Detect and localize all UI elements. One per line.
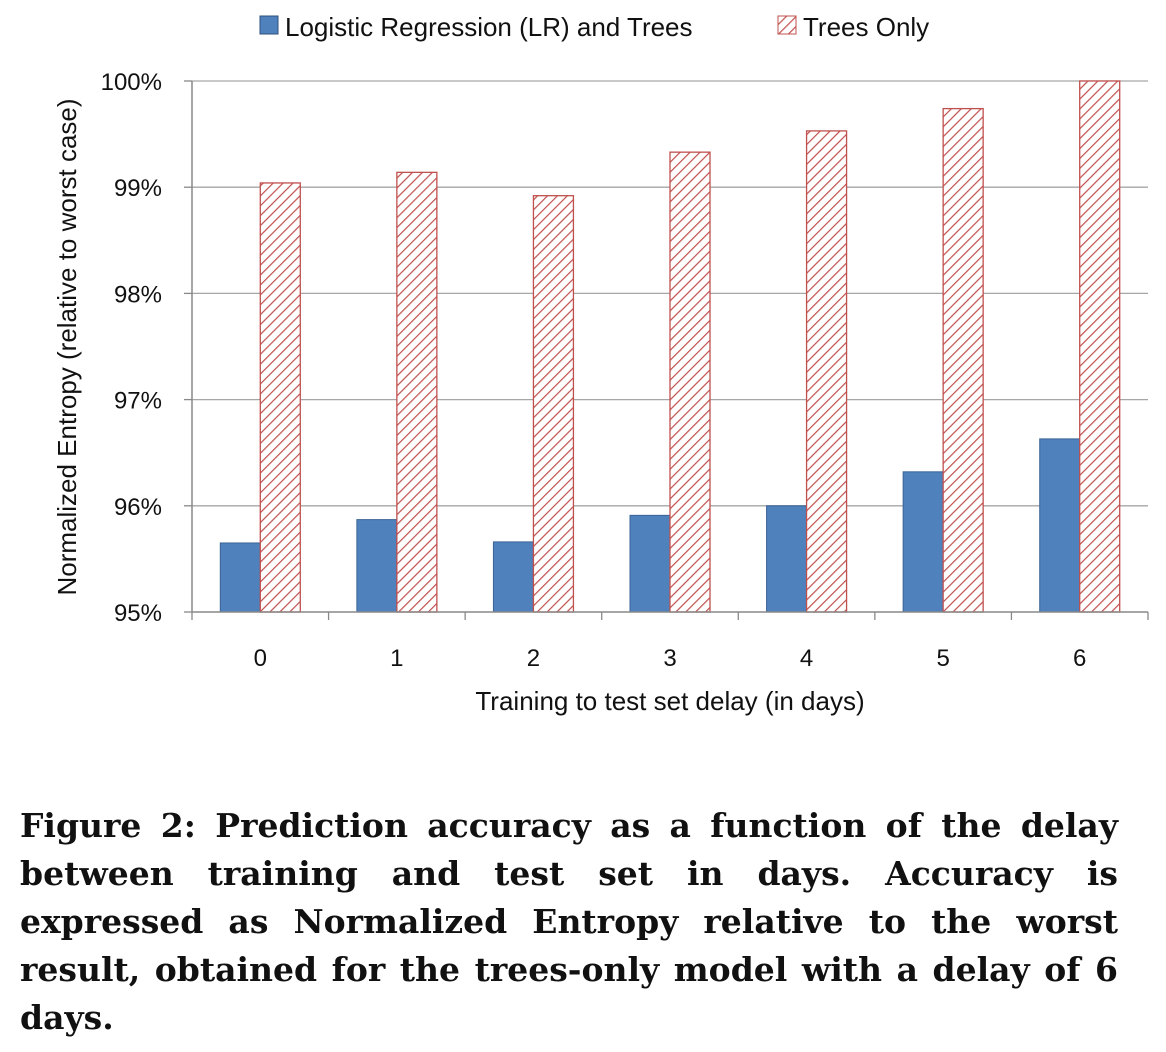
legend-swatch-lr-trees xyxy=(259,15,279,35)
figure-caption: Figure 2: Prediction accuracy as a funct… xyxy=(20,806,1118,1037)
x-tick-label: 3 xyxy=(663,645,676,672)
bar-lr-trees xyxy=(356,519,398,613)
bar-chart: Logistic Regression (LR) and Trees Trees… xyxy=(52,12,1149,716)
bar-trees-only xyxy=(669,151,711,613)
legend: Logistic Regression (LR) and Trees Trees… xyxy=(259,12,929,42)
bar-trees-only xyxy=(396,171,438,613)
legend-label-lr-trees: Logistic Regression (LR) and Trees xyxy=(285,12,693,42)
y-tick-label: 99% xyxy=(114,175,162,202)
bar-lr-trees xyxy=(492,541,534,613)
bar-trees-only xyxy=(259,182,301,613)
bar-lr-trees xyxy=(766,505,808,613)
x-tick-label: 4 xyxy=(800,645,813,672)
x-tick-label: 2 xyxy=(527,645,540,672)
x-tick-labels: 0 1 2 3 4 5 6 xyxy=(254,645,1087,672)
bar-lr-trees xyxy=(219,542,261,613)
x-tick-label: 0 xyxy=(254,645,267,672)
x-tick-label: 1 xyxy=(390,645,403,672)
y-tick-labels: 95% 96% 97% 98% 99% 100% xyxy=(101,69,192,627)
bar-lr-trees xyxy=(1039,438,1081,613)
bar-lr-trees xyxy=(629,514,671,613)
bar-trees-only xyxy=(805,130,848,613)
bar-trees-only xyxy=(942,107,984,613)
legend-swatch-trees-only xyxy=(777,15,797,35)
y-tick-label: 98% xyxy=(114,281,162,308)
axes xyxy=(191,81,1149,620)
bar-lr-trees xyxy=(902,471,944,613)
bars xyxy=(219,80,1121,613)
y-tick-label: 96% xyxy=(114,494,162,521)
y-tick-label: 100% xyxy=(101,69,162,96)
y-axis-title: Normalized Entropy (relative to worst ca… xyxy=(52,98,82,595)
x-tick-label: 5 xyxy=(936,645,949,672)
bar-trees-only xyxy=(532,195,575,613)
x-axis-title: Training to test set delay (in days) xyxy=(475,686,864,716)
bar-trees-only xyxy=(1079,80,1121,613)
legend-label-trees-only: Trees Only xyxy=(803,12,929,42)
y-tick-label: 97% xyxy=(114,388,162,415)
y-tick-label: 95% xyxy=(114,600,162,627)
x-tick-label: 6 xyxy=(1073,645,1086,672)
